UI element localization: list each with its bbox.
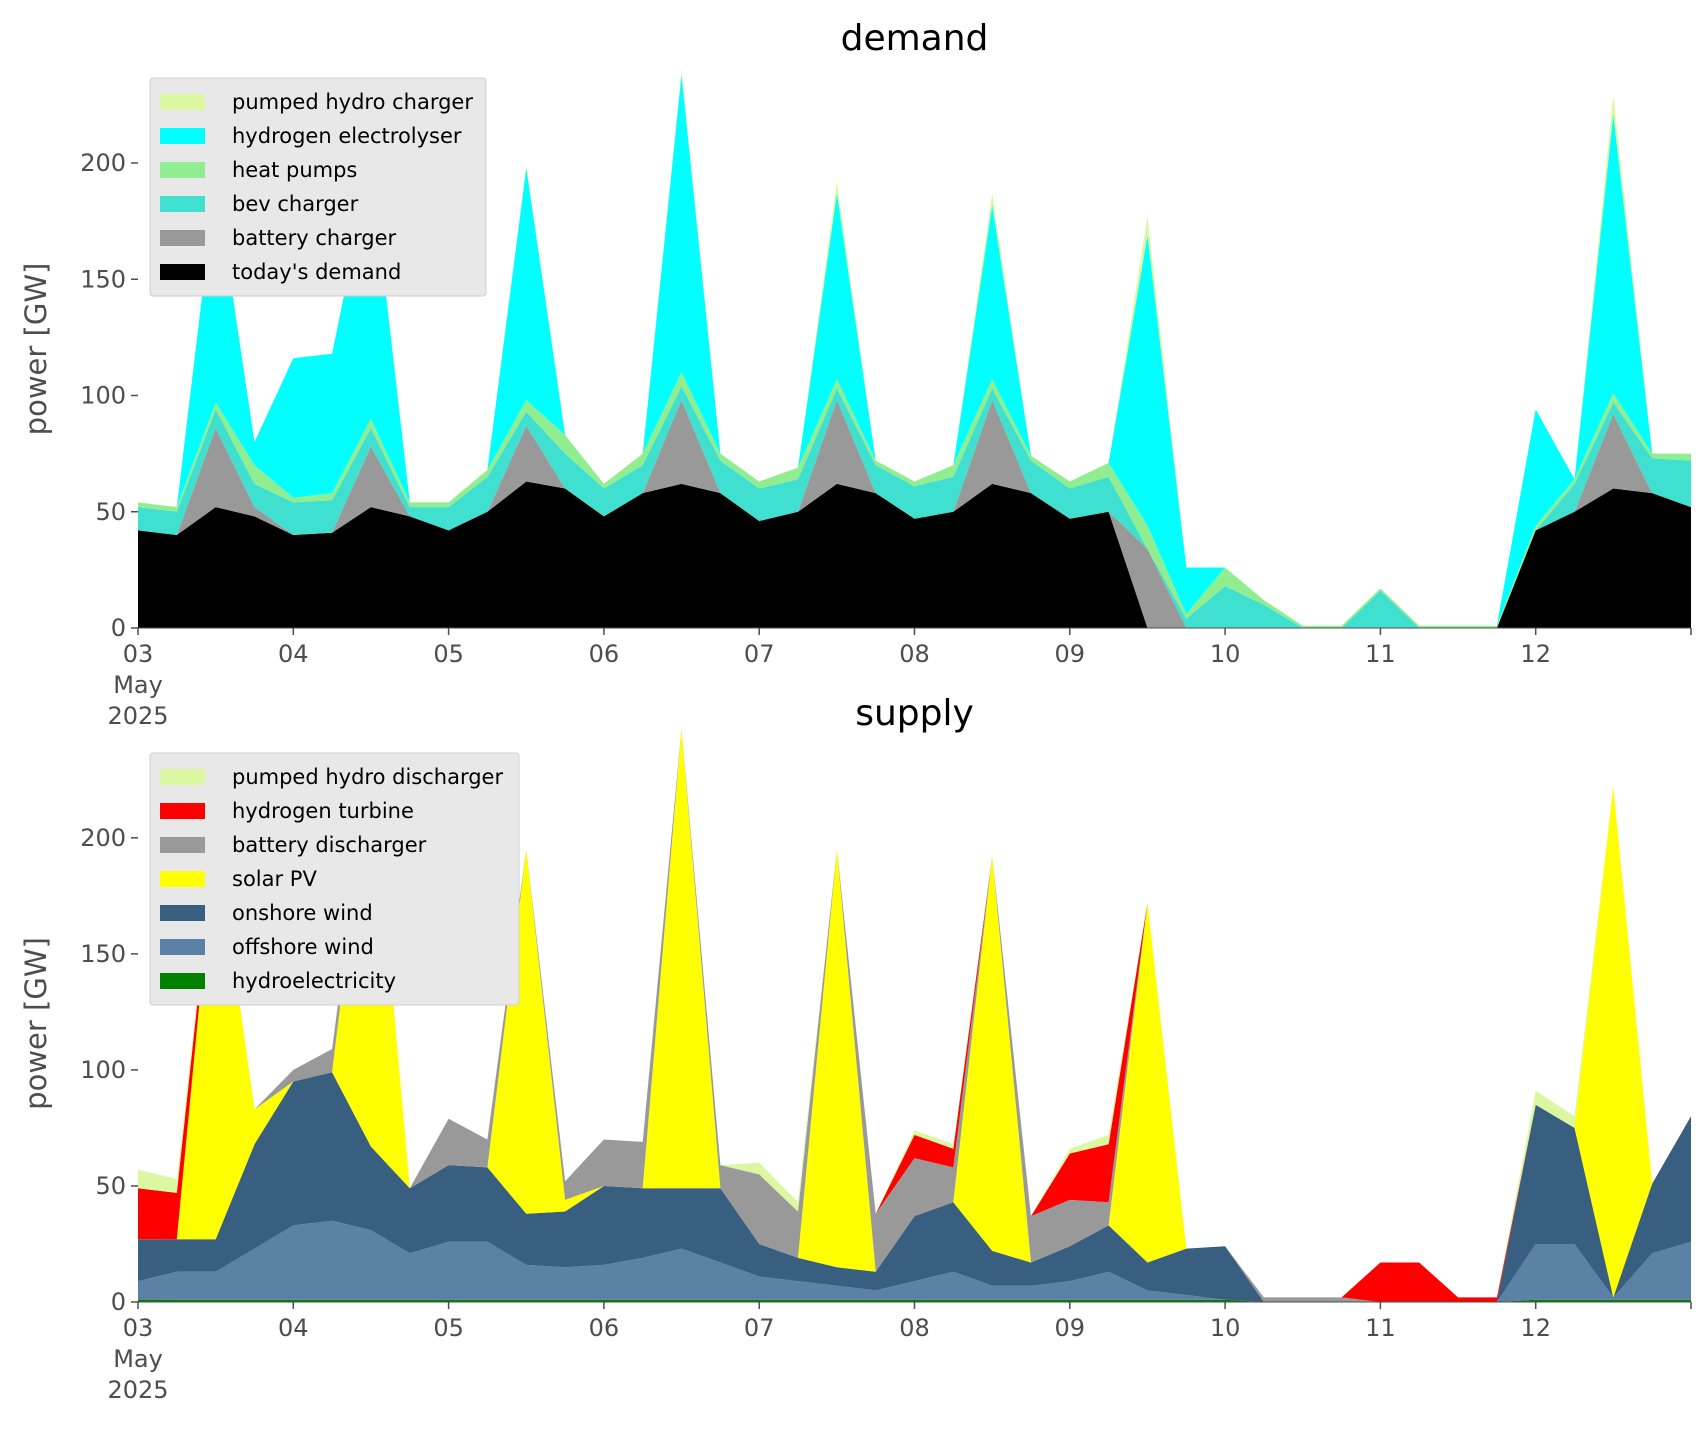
area-battery-discharger bbox=[138, 728, 1691, 1302]
x-tick-label: 07 bbox=[744, 640, 775, 668]
y-tick-label: 100 bbox=[80, 1056, 126, 1084]
legend-entry: today's demand bbox=[232, 260, 401, 284]
legend-swatch bbox=[160, 871, 205, 887]
y-tick-label: 50 bbox=[95, 498, 126, 526]
legend-swatch bbox=[160, 128, 205, 144]
y-tick-label: 200 bbox=[80, 824, 126, 852]
legend-swatch bbox=[160, 973, 205, 989]
area-onshore-wind bbox=[138, 1072, 1691, 1302]
x-tick-label: 09 bbox=[1055, 640, 1086, 668]
x-tick-label: 04 bbox=[278, 640, 309, 668]
legend-swatch bbox=[160, 94, 205, 110]
chart-title: supply bbox=[855, 693, 974, 734]
legend-swatch bbox=[160, 939, 205, 955]
legend-swatch bbox=[160, 230, 205, 246]
x-tick-label: 11 bbox=[1365, 640, 1396, 668]
y-tick-label: 100 bbox=[80, 382, 126, 410]
y-tick-label: 200 bbox=[80, 149, 126, 177]
x-tick-label: 10 bbox=[1210, 640, 1241, 668]
x-tick-label: 03 bbox=[123, 640, 154, 668]
legend-swatch bbox=[160, 769, 205, 785]
x-tick-label: 10 bbox=[1210, 1314, 1241, 1342]
y-tick-label: 0 bbox=[111, 1288, 126, 1316]
y-axis-label: power [GW] bbox=[19, 263, 53, 436]
y-tick-label: 150 bbox=[80, 940, 126, 968]
area-solar-pv bbox=[138, 728, 1691, 1302]
x-tick-label: 04 bbox=[278, 1314, 309, 1342]
legend-entry: battery charger bbox=[232, 226, 397, 250]
x-tick-label: 05 bbox=[433, 640, 464, 668]
y-tick-label: 150 bbox=[80, 265, 126, 293]
x-tick-label: 07 bbox=[744, 1314, 775, 1342]
area-offshore-wind bbox=[138, 1220, 1691, 1302]
legend-entry: hydrogen turbine bbox=[232, 799, 414, 823]
x-tick-label: 08 bbox=[899, 640, 930, 668]
legend-swatch bbox=[160, 905, 205, 921]
legend-entry: heat pumps bbox=[232, 158, 357, 182]
x-tick-label: 12 bbox=[1520, 1314, 1551, 1342]
legend-entry: pumped hydro discharger bbox=[232, 765, 503, 789]
legend-entry: battery discharger bbox=[232, 833, 427, 857]
x-tick-label: 11 bbox=[1365, 1314, 1396, 1342]
legend-entry: offshore wind bbox=[232, 935, 374, 959]
legend-swatch bbox=[160, 803, 205, 819]
legend-swatch bbox=[160, 196, 205, 212]
legend-box bbox=[149, 752, 520, 1006]
legend-entry: pumped hydro charger bbox=[232, 90, 473, 114]
legend-box bbox=[149, 77, 487, 297]
x-tick-label: May bbox=[113, 1345, 163, 1373]
x-tick-label: 12 bbox=[1520, 640, 1551, 668]
area-hydroelectricity bbox=[138, 1299, 1691, 1302]
legend-entry: hydroelectricity bbox=[232, 969, 396, 993]
area-bev-charger bbox=[138, 386, 1691, 628]
x-tick-label: 09 bbox=[1055, 1314, 1086, 1342]
legend-swatch bbox=[160, 264, 205, 280]
y-tick-label: 0 bbox=[111, 614, 126, 642]
legend-swatch bbox=[160, 837, 205, 853]
legend-entry: bev charger bbox=[232, 192, 359, 216]
legend-swatch bbox=[160, 162, 205, 178]
y-tick-label: 50 bbox=[95, 1172, 126, 1200]
area-battery-charger bbox=[138, 400, 1691, 628]
legend-entry: hydrogen electrolyser bbox=[232, 124, 462, 148]
x-tick-label: 05 bbox=[433, 1314, 464, 1342]
area-today-s-demand bbox=[138, 481, 1691, 628]
legend-entry: onshore wind bbox=[232, 901, 373, 925]
area-hydrogen-electrolyser bbox=[138, 74, 1691, 626]
x-tick-label: 2025 bbox=[107, 702, 168, 730]
chart-title: demand bbox=[841, 18, 989, 59]
x-tick-label: 06 bbox=[589, 1314, 620, 1342]
x-tick-label: 06 bbox=[589, 640, 620, 668]
x-tick-label: 08 bbox=[899, 1314, 930, 1342]
x-tick-label: 2025 bbox=[107, 1376, 168, 1404]
legend-entry: solar PV bbox=[232, 867, 317, 891]
x-tick-label: May bbox=[113, 671, 163, 699]
y-axis-label: power [GW] bbox=[19, 937, 53, 1110]
x-tick-label: 03 bbox=[123, 1314, 154, 1342]
